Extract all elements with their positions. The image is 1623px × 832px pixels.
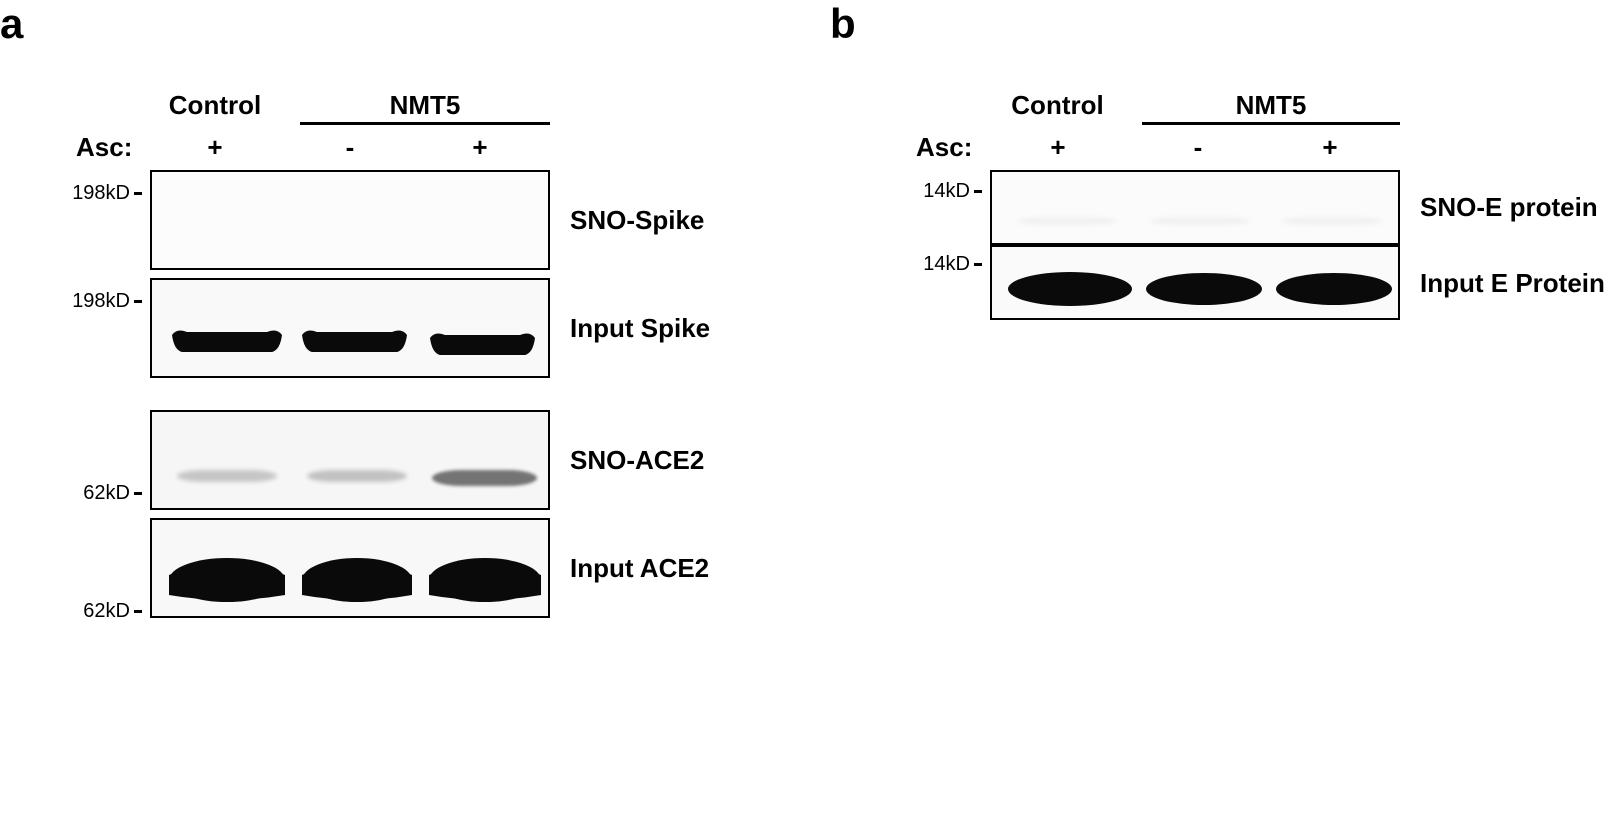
band-sno-e-0 — [1017, 217, 1117, 225]
lane-sign-b-2: + — [1300, 132, 1360, 163]
mw-tick-a-2 — [134, 492, 142, 495]
group-nmt5-b: NMT5 — [1142, 90, 1400, 121]
band-sno-e-1 — [1150, 217, 1250, 225]
panel-a-label: a — [0, 0, 23, 48]
mw-tick-a-3 — [134, 610, 142, 613]
lane-sign-a-2: + — [450, 132, 510, 163]
mw-label-b-0: 14kD — [890, 180, 970, 203]
lane-sign-a-0: + — [185, 132, 245, 163]
mw-label-a-1: 198kD — [40, 290, 130, 313]
mw-tick-b-1 — [974, 263, 982, 266]
asc-label-b: Asc: — [916, 132, 972, 163]
mw-label-a-3: 62kD — [40, 600, 130, 623]
blot-name-input-spike: Input Spike — [570, 313, 710, 344]
group-control-b: Control — [990, 90, 1125, 121]
blot-name-input-e: Input E Protein — [1420, 268, 1605, 299]
blot-name-sno-ace2: SNO-ACE2 — [570, 445, 704, 476]
blot-input-e — [990, 245, 1400, 320]
mw-label-a-0: 198kD — [40, 182, 130, 205]
band-sno-ace2-0 — [177, 470, 277, 482]
asc-label-a: Asc: — [76, 132, 132, 163]
blot-name-sno-spike: SNO-Spike — [570, 205, 704, 236]
band-sno-ace2-1 — [307, 470, 407, 482]
mw-tick-b-0 — [974, 190, 982, 193]
blot-name-input-ace2: Input ACE2 — [570, 553, 709, 584]
lane-sign-b-1: - — [1168, 132, 1228, 163]
blot-name-sno-e: SNO-E protein — [1420, 192, 1598, 223]
lane-sign-b-0: + — [1028, 132, 1088, 163]
blot-input-ace2 — [150, 518, 550, 618]
mw-tick-a-0 — [134, 192, 142, 195]
mw-tick-a-1 — [134, 300, 142, 303]
group-control-a: Control — [150, 90, 280, 121]
group-nmt5-a: NMT5 — [300, 90, 550, 121]
group-line-nmt5-a — [300, 122, 550, 125]
band-sno-e-2 — [1282, 217, 1382, 225]
blot-sno-ace2 — [150, 410, 550, 510]
group-line-nmt5-b — [1142, 122, 1400, 125]
blot-sno-spike — [150, 170, 550, 270]
blot-input-spike — [150, 278, 550, 378]
lane-sign-a-1: - — [320, 132, 380, 163]
mw-label-a-2: 62kD — [40, 482, 130, 505]
panel-b-label: b — [830, 0, 856, 48]
band-sno-ace2-2 — [432, 470, 537, 486]
blot-sno-e — [990, 170, 1400, 245]
mw-label-b-1: 14kD — [890, 253, 970, 276]
